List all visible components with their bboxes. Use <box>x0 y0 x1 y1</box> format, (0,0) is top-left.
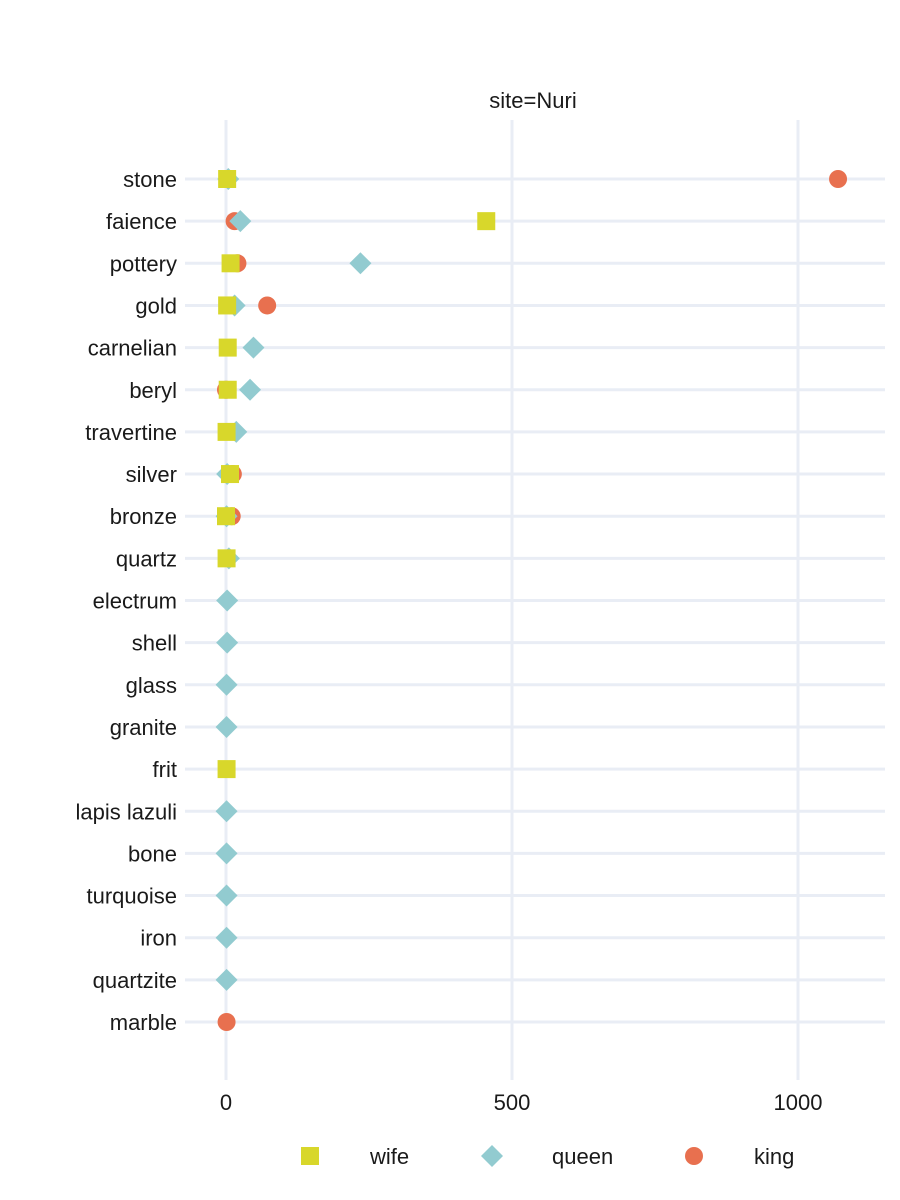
y-tick-label-beryl: beryl <box>129 378 177 403</box>
point-wife-travertine <box>217 422 236 441</box>
point-wife-gold <box>218 296 237 315</box>
y-tick-label-electrum: electrum <box>93 589 177 614</box>
y-tick-label-pottery: pottery <box>110 251 177 276</box>
chart-title: site=Nuri <box>489 88 576 113</box>
point-queen-faience <box>229 210 252 233</box>
x-axis-labels: 0 500 1000 <box>220 1090 823 1115</box>
point-wife-silver <box>221 465 240 484</box>
y-tick-label-carnelian: carnelian <box>88 336 177 361</box>
data-points <box>215 168 848 1031</box>
point-wife-beryl <box>218 380 237 399</box>
point-queen-beryl <box>239 378 262 401</box>
point-queen-granite <box>215 715 238 738</box>
point-queen-shell <box>216 631 239 654</box>
y-tick-label-frit: frit <box>153 757 177 782</box>
y-tick-label-stone: stone <box>123 167 177 192</box>
point-queen-lapis-lazuli <box>215 800 238 823</box>
y-tick-label-faience: faience <box>106 209 177 234</box>
legend-marker-wife <box>301 1147 319 1165</box>
point-queen-iron <box>215 926 238 949</box>
legend-marker-king <box>685 1147 703 1165</box>
point-queen-carnelian <box>242 336 265 359</box>
legend-label-wife: wife <box>369 1144 409 1169</box>
y-tick-label-silver: silver <box>126 462 177 487</box>
point-queen-electrum <box>216 589 239 612</box>
point-wife-bronze <box>217 507 235 526</box>
point-wife-carnelian <box>218 338 237 357</box>
point-wife-frit <box>217 760 236 779</box>
point-king-stone <box>829 170 848 188</box>
point-wife-faience <box>477 212 496 231</box>
y-tick-label-granite: granite <box>110 715 177 740</box>
legend-label-queen: queen <box>552 1144 613 1169</box>
y-tick-label-glass: glass <box>126 673 177 698</box>
y-tick-label-turquoise: turquoise <box>86 884 177 909</box>
y-tick-label-lapis-lazuli: lapis lazuli <box>76 799 178 824</box>
y-tick-label-marble: marble <box>110 1010 177 1035</box>
point-king-marble <box>217 1013 236 1031</box>
legend: wife queen king <box>301 1144 794 1169</box>
y-tick-label-bone: bone <box>128 841 177 866</box>
y-tick-label-travertine: travertine <box>85 420 177 445</box>
x-tick-label-500: 500 <box>494 1090 531 1115</box>
y-axis-labels: stone faience pottery gold carnelian beryl tra… <box>76 167 178 1035</box>
point-queen-turquoise <box>215 884 238 907</box>
point-queen-bone <box>215 842 238 865</box>
y-tick-label-bronze: bronze <box>110 504 177 529</box>
x-tick-label-0: 0 <box>220 1090 232 1115</box>
legend-marker-queen <box>481 1145 503 1167</box>
point-king-gold <box>258 296 277 315</box>
point-queen-pottery <box>349 252 372 275</box>
grid <box>185 120 885 1080</box>
y-tick-label-quartzite: quartzite <box>93 968 177 993</box>
y-tick-label-gold: gold <box>135 293 177 318</box>
y-tick-label-quartz: quartz <box>116 546 177 571</box>
point-wife-pottery <box>221 254 240 273</box>
x-tick-label-1000: 1000 <box>774 1090 823 1115</box>
point-wife-stone <box>218 170 237 188</box>
y-tick-label-iron: iron <box>140 926 177 951</box>
point-wife-quartz <box>217 549 236 568</box>
point-queen-quartzite <box>215 968 238 991</box>
point-queen-glass <box>215 673 238 696</box>
y-tick-label-shell: shell <box>132 631 177 656</box>
legend-label-king: king <box>754 1144 794 1169</box>
